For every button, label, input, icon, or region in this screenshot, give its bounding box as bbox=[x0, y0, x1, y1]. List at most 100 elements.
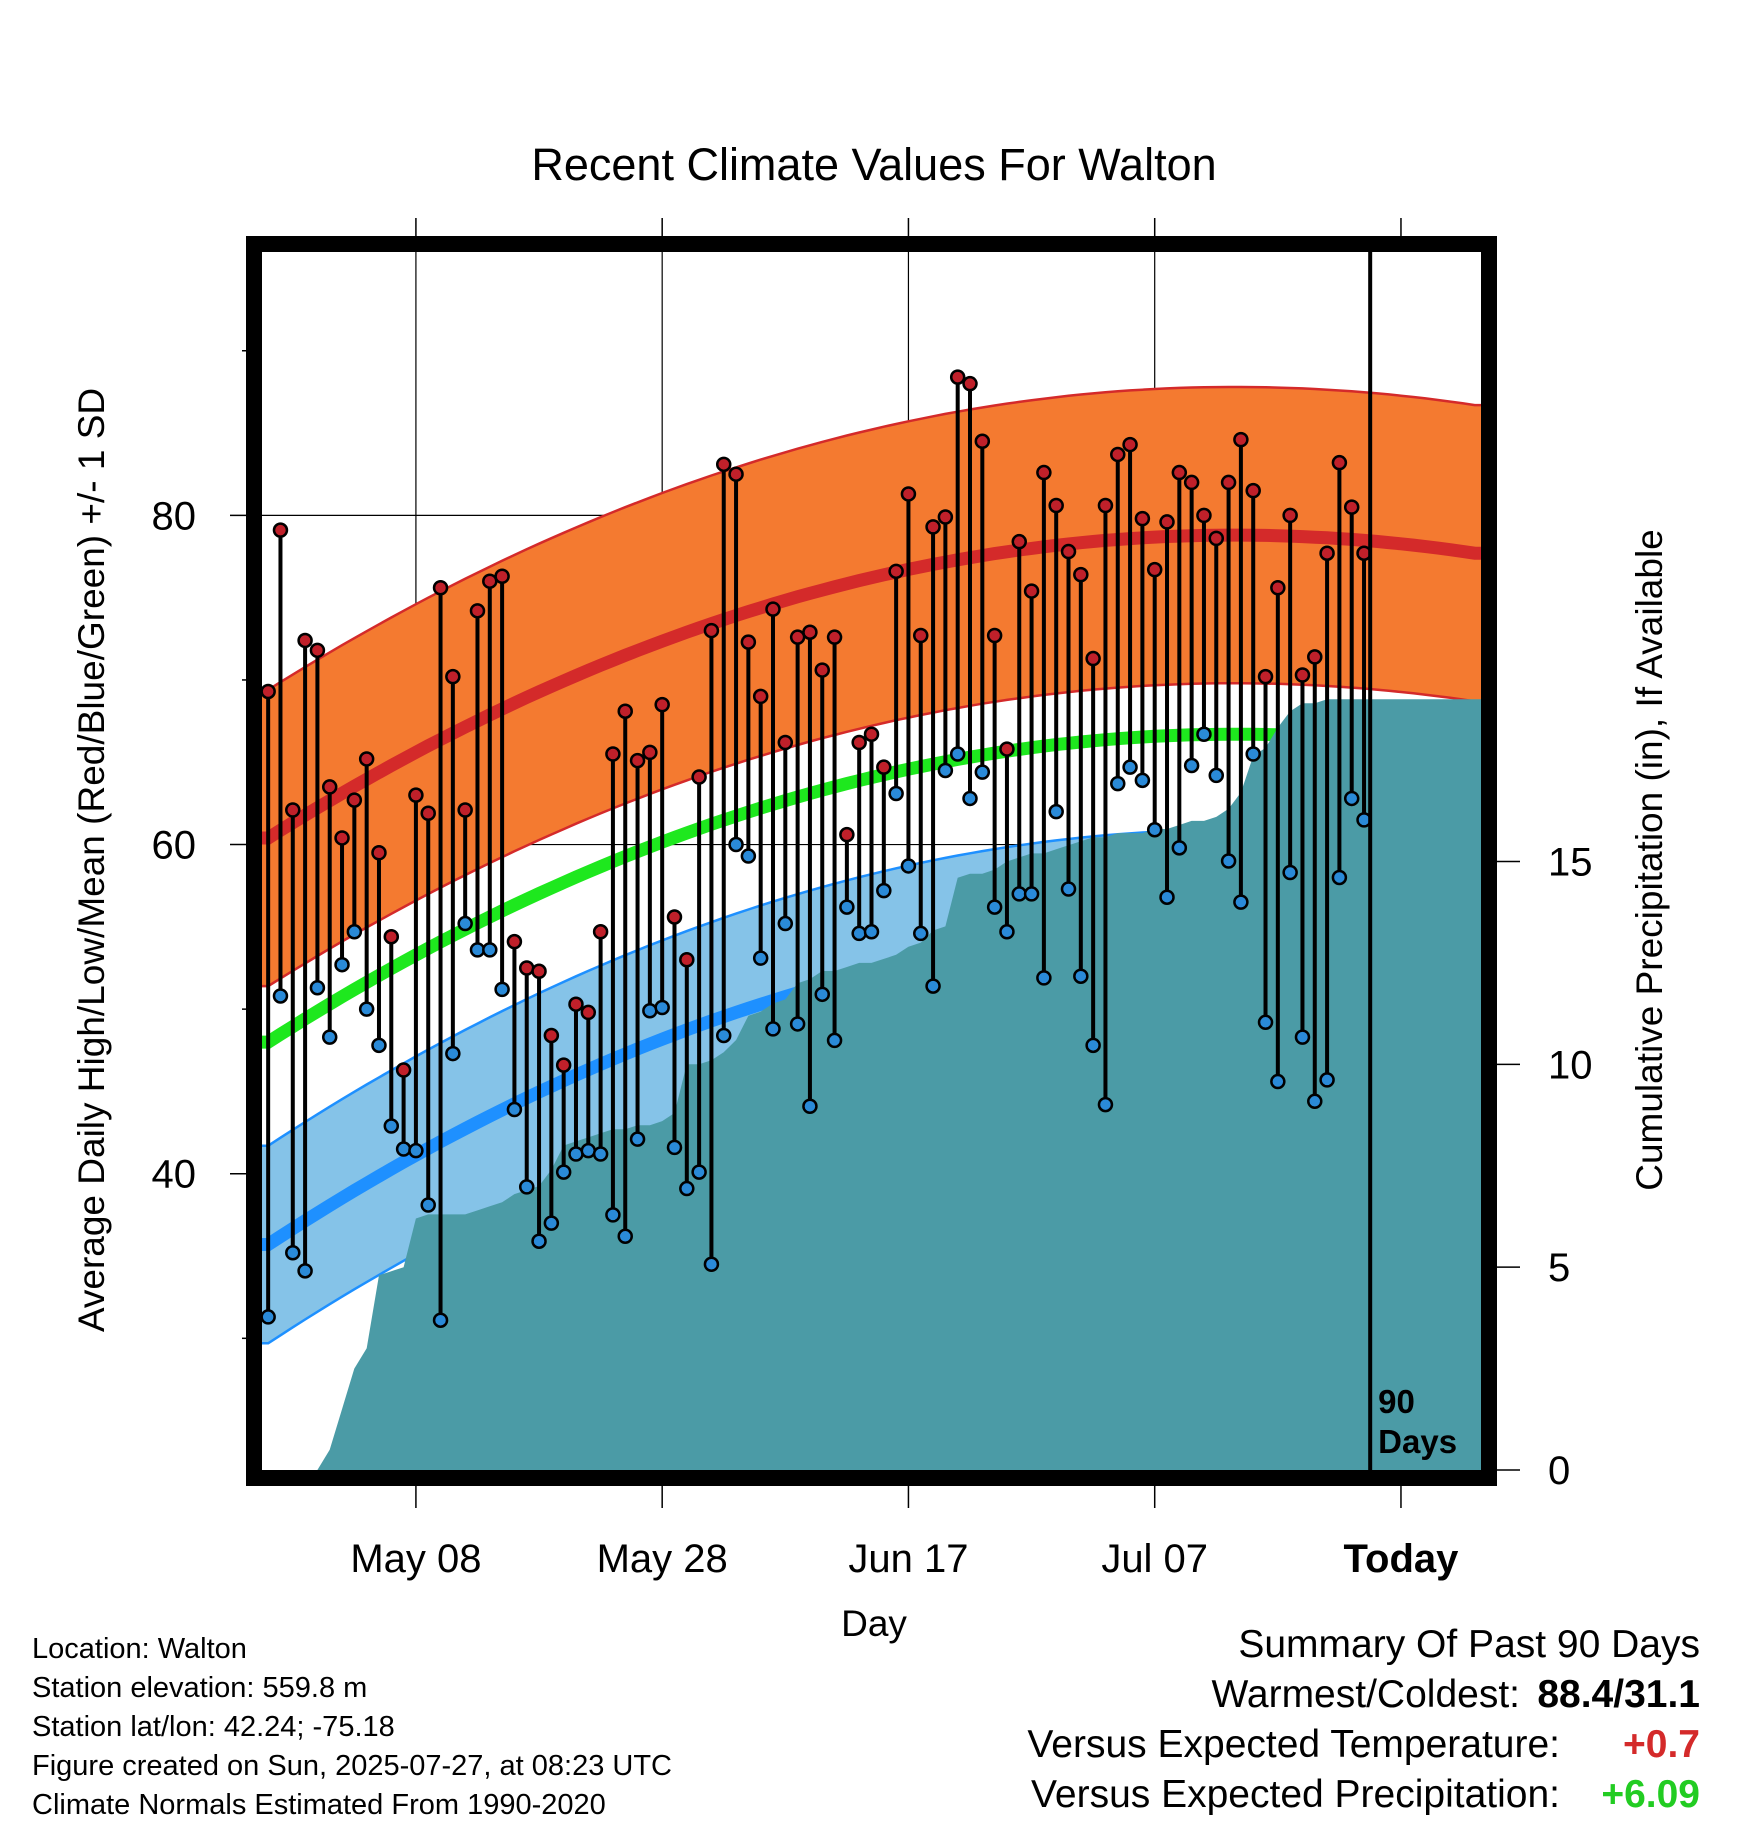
daily-high-point bbox=[1282, 507, 1298, 524]
daily-high-point bbox=[272, 522, 289, 538]
daily-high-point bbox=[432, 580, 449, 596]
daily-high-point bbox=[974, 433, 991, 450]
x-tick-label: Jul 07 bbox=[1101, 1537, 1208, 1581]
daily-high-point bbox=[789, 629, 806, 645]
daily-high-point bbox=[1134, 510, 1151, 527]
daily-low-point bbox=[1171, 840, 1188, 856]
daily-low-point bbox=[1257, 1014, 1274, 1031]
daily-high-point bbox=[691, 769, 707, 785]
daily-high-point bbox=[1023, 583, 1040, 599]
y2-axis-label: Cumulative Precipitation (in), If Availa… bbox=[1629, 529, 1670, 1191]
summary-heading: Summary Of Past 90 Days bbox=[1238, 1623, 1700, 1666]
daily-high-point bbox=[1048, 497, 1064, 514]
daily-low-point bbox=[937, 762, 954, 779]
y2-tick-label: 10 bbox=[1548, 1043, 1593, 1087]
daily-high-point bbox=[728, 466, 744, 482]
daily-high-point bbox=[962, 375, 978, 392]
daily-high-point bbox=[1036, 464, 1052, 481]
daily-low-point bbox=[555, 1164, 572, 1180]
daily-high-point bbox=[851, 734, 867, 751]
daily-high-point bbox=[321, 779, 338, 795]
daily-low-point bbox=[839, 899, 855, 915]
daily-low-point bbox=[506, 1101, 523, 1118]
daily-high-point bbox=[1146, 561, 1163, 578]
y-axis-label: Average Daily High/Low/Mean (Red/Blue/Gr… bbox=[71, 388, 112, 1332]
daily-high-point bbox=[457, 802, 473, 818]
precip-row: Versus Expected Precipitation: +6.09 bbox=[1027, 1770, 1700, 1820]
daily-low-point bbox=[814, 986, 830, 1003]
daily-low-point bbox=[999, 924, 1015, 940]
daily-high-point bbox=[1294, 667, 1311, 683]
daily-high-point bbox=[715, 456, 732, 473]
warm-cold-value: 88.4/31.1 bbox=[1537, 1673, 1700, 1716]
daily-high-point bbox=[888, 563, 904, 580]
daily-high-point bbox=[642, 744, 658, 761]
daily-high-point bbox=[555, 1057, 572, 1073]
daily-low-point bbox=[334, 956, 350, 973]
days-annotation: 90 Days bbox=[1378, 1383, 1457, 1460]
daily-low-point bbox=[321, 1029, 338, 1045]
daily-high-point bbox=[494, 568, 510, 585]
daily-high-point bbox=[1233, 431, 1249, 448]
daily-low-point bbox=[1343, 790, 1360, 807]
daily-low-point bbox=[432, 1312, 449, 1328]
plot-content bbox=[262, 252, 1481, 1470]
daily-low-point bbox=[1319, 1072, 1335, 1088]
warm-cold-row: Warmest/Coldest: 88.4/31.1 bbox=[1027, 1670, 1700, 1720]
daily-high-point bbox=[814, 662, 830, 678]
daily-high-point bbox=[1245, 482, 1261, 499]
daily-high-point bbox=[1085, 650, 1101, 667]
y2-tick-label: 5 bbox=[1548, 1246, 1570, 1290]
x-tick-label: Jun 17 bbox=[848, 1537, 968, 1581]
daily-high-point bbox=[531, 963, 547, 980]
daily-low-point bbox=[457, 915, 473, 932]
daily-high-point bbox=[765, 601, 781, 617]
daily-high-point bbox=[1220, 474, 1237, 491]
daily-low-point bbox=[420, 1197, 436, 1213]
daily-low-point bbox=[962, 790, 978, 807]
daily-low-point bbox=[395, 1141, 412, 1157]
daily-low-point bbox=[568, 1146, 584, 1162]
x-tick-label: May 08 bbox=[350, 1537, 481, 1581]
daily-low-point bbox=[469, 942, 486, 958]
daily-high-point bbox=[629, 752, 646, 769]
daily-low-point bbox=[765, 1021, 781, 1037]
daily-high-point bbox=[1097, 497, 1114, 514]
daily-high-point bbox=[777, 734, 794, 751]
daily-high-point bbox=[1270, 580, 1286, 596]
daily-low-point bbox=[518, 1179, 535, 1195]
daily-low-point bbox=[482, 942, 498, 958]
daily-high-point bbox=[445, 668, 461, 685]
daily-low-point bbox=[1208, 767, 1225, 784]
daily-low-point bbox=[1270, 1073, 1286, 1090]
daily-low-point bbox=[728, 836, 744, 853]
daily-high-point bbox=[518, 960, 535, 976]
daily-high-point bbox=[654, 696, 670, 713]
daily-low-point bbox=[1110, 775, 1126, 792]
daily-high-point bbox=[876, 759, 892, 775]
daily-low-point bbox=[371, 1037, 387, 1054]
daily-low-point bbox=[802, 1098, 818, 1114]
x-tick-label: May 28 bbox=[597, 1537, 728, 1581]
latlon-text: Station lat/lon: 42.24; -75.18 bbox=[32, 1711, 395, 1743]
daily-high-point bbox=[999, 741, 1015, 757]
daily-low-point bbox=[358, 1001, 375, 1017]
high-band-edge bbox=[262, 681, 1481, 988]
daily-high-point bbox=[334, 830, 350, 846]
daily-low-point bbox=[605, 1207, 621, 1223]
daily-low-point bbox=[752, 950, 769, 966]
daily-high-point bbox=[666, 909, 683, 925]
chart-title: Recent Climate Values For Walton bbox=[531, 139, 1216, 190]
daily-low-point bbox=[986, 899, 1003, 915]
normals-text: Climate Normals Estimated From 1990-2020 bbox=[32, 1789, 606, 1821]
daily-low-point bbox=[346, 924, 363, 940]
daily-low-point bbox=[703, 1256, 720, 1273]
days-annotation-line: 90 bbox=[1378, 1383, 1415, 1420]
daily-low-point bbox=[1146, 821, 1163, 838]
daily-low-point bbox=[1073, 968, 1089, 984]
daily-high-point bbox=[346, 792, 363, 808]
daily-low-point bbox=[445, 1045, 461, 1062]
daily-low-point bbox=[666, 1139, 683, 1156]
daily-low-point bbox=[1220, 853, 1237, 869]
daily-low-point bbox=[876, 882, 892, 899]
